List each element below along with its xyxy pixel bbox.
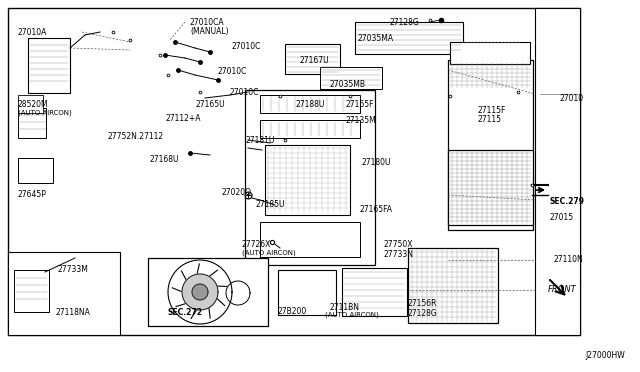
Text: 27015: 27015 [549, 213, 573, 222]
Bar [285, 44, 340, 74]
Text: (MANUAL): (MANUAL) [190, 27, 228, 36]
Bar [14, 270, 49, 312]
Text: 27167U: 27167U [300, 56, 330, 65]
Text: 27010: 27010 [560, 94, 584, 103]
Text: (AUTO AIRCON): (AUTO AIRCON) [18, 109, 72, 115]
Text: 27B200: 27B200 [278, 307, 307, 316]
Bar [18, 158, 53, 183]
Text: 27010A: 27010A [18, 28, 47, 37]
Text: 27165FA: 27165FA [360, 205, 393, 214]
Text: 27118NA: 27118NA [55, 308, 90, 317]
Bar [260, 222, 360, 257]
Text: 27115F: 27115F [478, 106, 506, 115]
Polygon shape [182, 274, 218, 310]
Bar [448, 150, 533, 225]
Text: 27750X: 27750X [384, 240, 413, 249]
Bar [260, 95, 360, 113]
Bar [355, 22, 463, 54]
Bar [450, 42, 530, 64]
Text: 27181U: 27181U [246, 136, 275, 145]
Bar [260, 120, 360, 138]
Polygon shape [168, 260, 232, 324]
Text: 28520M: 28520M [18, 100, 49, 109]
Bar [148, 258, 268, 326]
Text: 27128G: 27128G [390, 18, 420, 27]
Polygon shape [226, 281, 250, 305]
Text: 27010C: 27010C [230, 88, 259, 97]
Text: 27112+A: 27112+A [165, 114, 200, 123]
Text: 27752N.27112: 27752N.27112 [108, 132, 164, 141]
Text: 27165F: 27165F [345, 100, 374, 109]
Text: SEC.279: SEC.279 [549, 197, 584, 206]
Text: 27035MA: 27035MA [358, 34, 394, 43]
Text: 27180U: 27180U [362, 158, 392, 167]
Bar [408, 248, 498, 323]
Text: 27165U: 27165U [196, 100, 226, 109]
Text: 27168U: 27168U [150, 155, 179, 164]
Bar [8, 252, 120, 335]
Text: 27020Q: 27020Q [222, 188, 252, 197]
Text: 27010C: 27010C [232, 42, 261, 51]
Text: J27000HW: J27000HW [585, 351, 625, 360]
Text: 27010C: 27010C [218, 67, 248, 76]
Text: 2711BN: 2711BN [330, 303, 360, 312]
Text: 27135M: 27135M [345, 116, 376, 125]
Text: 27035MB: 27035MB [330, 80, 366, 89]
Text: 27115: 27115 [478, 115, 502, 124]
Text: (AUTO AIRCON): (AUTO AIRCON) [242, 249, 296, 256]
Polygon shape [192, 284, 208, 300]
Bar [265, 145, 350, 215]
Bar [448, 60, 533, 230]
Text: 27188U: 27188U [295, 100, 324, 109]
Text: 27733N: 27733N [384, 250, 414, 259]
Text: 27185U: 27185U [255, 200, 285, 209]
Bar [245, 90, 375, 265]
Text: 27010CA: 27010CA [190, 18, 225, 27]
Bar [342, 268, 407, 316]
Text: 27156R: 27156R [408, 299, 438, 308]
Text: 27128G: 27128G [408, 309, 438, 318]
Bar [535, 8, 580, 335]
Bar [278, 270, 336, 315]
Text: (AUTO AIRCON): (AUTO AIRCON) [325, 312, 379, 318]
Bar [18, 108, 46, 138]
Text: 27733M: 27733M [58, 265, 89, 274]
Bar [28, 38, 70, 93]
Bar [18, 95, 43, 113]
Text: 27645P: 27645P [18, 190, 47, 199]
Text: 27110N: 27110N [554, 255, 584, 264]
Bar [8, 8, 580, 335]
Text: FRONT: FRONT [548, 285, 577, 294]
Text: 27726X: 27726X [242, 240, 271, 249]
Bar [320, 67, 382, 89]
Text: SEC.272: SEC.272 [168, 308, 203, 317]
